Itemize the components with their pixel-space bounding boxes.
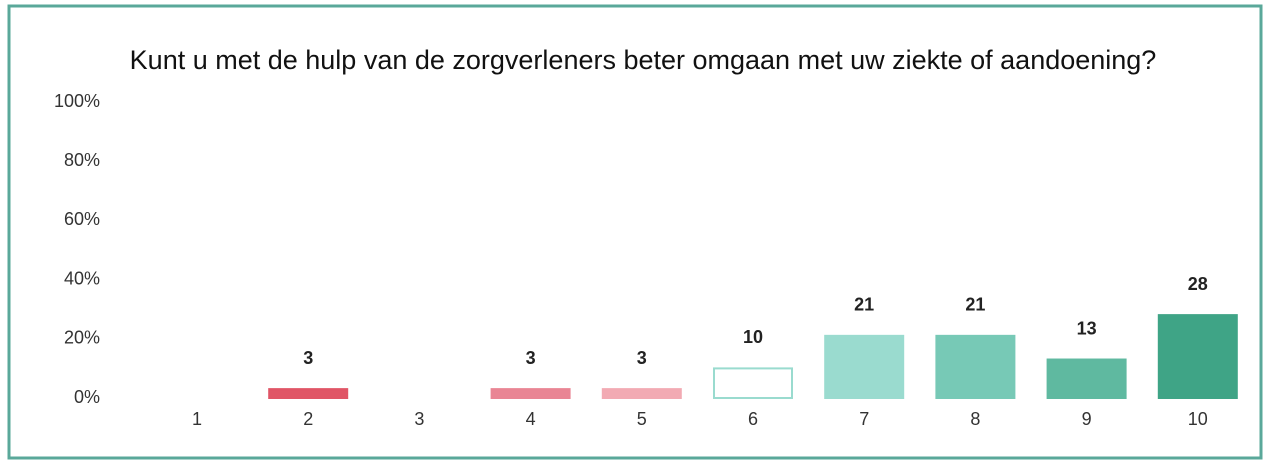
y-tick-label: 0%	[74, 387, 100, 407]
bar	[1046, 358, 1127, 399]
chart-title: Kunt u met de hulp van de zorgverleners …	[130, 45, 1157, 75]
x-tick-label: 1	[192, 409, 202, 429]
value-label: 21	[854, 295, 874, 315]
value-label: 3	[303, 348, 313, 368]
x-tick-label: 6	[748, 409, 758, 429]
y-tick-label: 80%	[64, 150, 100, 170]
bar	[824, 334, 905, 399]
x-tick-label: 2	[303, 409, 313, 429]
bar	[713, 367, 793, 399]
value-label: 3	[637, 348, 647, 368]
y-tick-label: 100%	[54, 91, 100, 111]
bar	[935, 334, 1016, 399]
x-tick-label: 5	[637, 409, 647, 429]
bar	[1157, 314, 1238, 399]
x-tick-label: 10	[1188, 409, 1208, 429]
x-tick-label: 4	[526, 409, 536, 429]
value-label: 21	[965, 295, 985, 315]
y-tick-label: 20%	[64, 328, 100, 348]
x-tick-label: 3	[414, 409, 424, 429]
x-tick-label: 7	[859, 409, 869, 429]
value-label: 10	[743, 327, 763, 347]
bar	[490, 388, 571, 399]
y-tick-label: 60%	[64, 209, 100, 229]
x-tick-label: 9	[1082, 409, 1092, 429]
bar	[601, 388, 682, 399]
bar	[268, 388, 349, 399]
y-tick-label: 40%	[64, 268, 100, 288]
value-label: 28	[1188, 274, 1208, 294]
value-label: 3	[526, 348, 536, 368]
value-label: 13	[1077, 318, 1097, 338]
x-tick-label: 8	[970, 409, 980, 429]
